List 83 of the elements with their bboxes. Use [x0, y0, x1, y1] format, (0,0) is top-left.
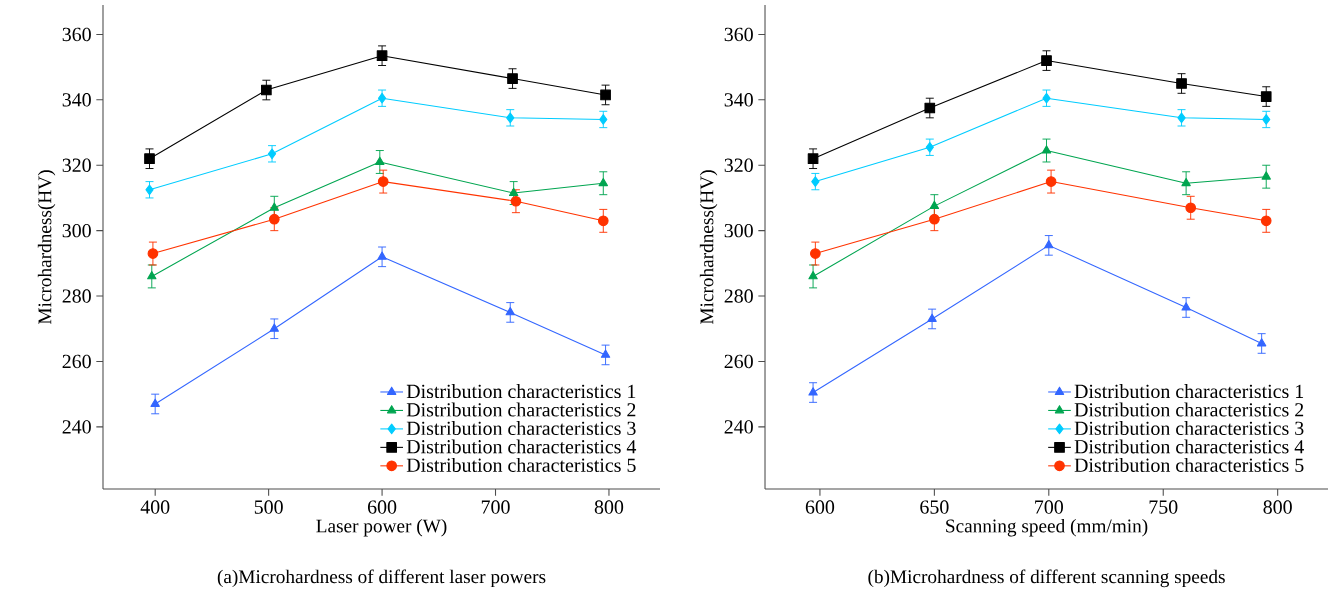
point	[1176, 78, 1187, 89]
x-tick-label: 500	[254, 500, 283, 514]
point	[924, 102, 936, 114]
point	[1185, 202, 1197, 214]
legend-label: Distribution characteristics 5	[406, 457, 636, 472]
point	[599, 114, 608, 125]
point	[377, 251, 387, 260]
point	[598, 177, 608, 187]
point	[811, 176, 820, 187]
legend-label: Distribution characteristics 4	[1074, 439, 1304, 454]
x-tick-label: 700	[481, 500, 510, 514]
y-axis-title: Microhardness(HV)	[699, 170, 718, 324]
x-tick-label: 800	[1263, 500, 1292, 514]
point	[147, 271, 157, 280]
point	[508, 187, 519, 196]
x-axis-title: Scanning speed (mm/min)	[946, 518, 1148, 537]
point	[600, 89, 611, 101]
point	[808, 271, 818, 280]
point	[1044, 240, 1054, 249]
point	[600, 349, 611, 358]
y-tick-label: 320	[62, 158, 91, 172]
y-tick-label: 280	[724, 289, 753, 303]
y-tick-label: 260	[62, 354, 91, 369]
point	[1045, 176, 1057, 187]
point	[375, 156, 385, 165]
x-tick-label: 600	[367, 500, 397, 514]
legend-label: Distribution characteristics 2	[406, 402, 636, 417]
point	[1256, 338, 1267, 347]
point	[376, 50, 388, 62]
y-tick-label: 340	[724, 93, 753, 107]
y-tick-label: 240	[724, 420, 753, 434]
point	[1262, 114, 1271, 125]
point	[808, 387, 818, 396]
legend-label: Distribution characteristics 5	[1074, 457, 1304, 472]
y-tick-label: 300	[724, 223, 753, 238]
legend-label: Distribution characteristics 1	[1074, 384, 1304, 399]
point	[927, 313, 937, 322]
legend-label: Distribution characteristics 2	[1074, 402, 1304, 417]
point	[150, 398, 160, 407]
point	[1041, 55, 1052, 66]
point	[144, 153, 155, 165]
x-tick-label: 400	[140, 500, 170, 514]
point	[1041, 145, 1052, 154]
y-tick-label: 260	[724, 354, 753, 369]
point	[929, 200, 940, 210]
legend-label: Distribution characteristics 1	[406, 384, 636, 399]
point	[269, 323, 279, 332]
x-tick-label: 600	[805, 500, 835, 514]
point	[1260, 91, 1272, 102]
point	[1261, 171, 1271, 180]
point	[810, 248, 821, 259]
point	[261, 84, 272, 96]
point	[147, 248, 159, 259]
point	[1181, 302, 1191, 311]
x-tick-label: 700	[1035, 500, 1063, 514]
point	[1042, 92, 1051, 104]
point	[269, 202, 279, 211]
x-tick-label: 800	[594, 500, 624, 514]
y-tick-label: 360	[62, 27, 91, 42]
y-tick-label: 320	[724, 158, 753, 172]
legend-label: Distribution characteristics 4	[406, 439, 637, 454]
text: (b)Microhardness of different scanning speeds	[868, 569, 1225, 588]
point	[1181, 177, 1191, 187]
point	[597, 215, 609, 227]
legend-label: Distribution characteristics 3	[1074, 421, 1304, 436]
point	[929, 213, 940, 225]
y-axis-title: Microhardness(HV)	[37, 170, 56, 324]
point	[268, 213, 280, 225]
text: (a)Microhardness of different laser powers	[217, 569, 546, 588]
y-tick-label: 360	[724, 27, 753, 42]
point	[377, 176, 389, 187]
point	[505, 307, 515, 316]
y-tick-label: 300	[62, 223, 91, 238]
y-tick-label: 280	[62, 289, 91, 303]
point	[507, 73, 518, 84]
y-tick-label: 340	[62, 93, 91, 107]
point	[807, 153, 819, 165]
legend-label: Distribution characteristics 3	[406, 421, 636, 436]
x-tick-label: 650	[920, 500, 949, 514]
y-tick-label: 240	[62, 420, 91, 434]
x-axis-title: Laser power (W)	[316, 518, 447, 537]
x-tick-label: 750	[1149, 500, 1178, 514]
point	[1260, 215, 1272, 227]
